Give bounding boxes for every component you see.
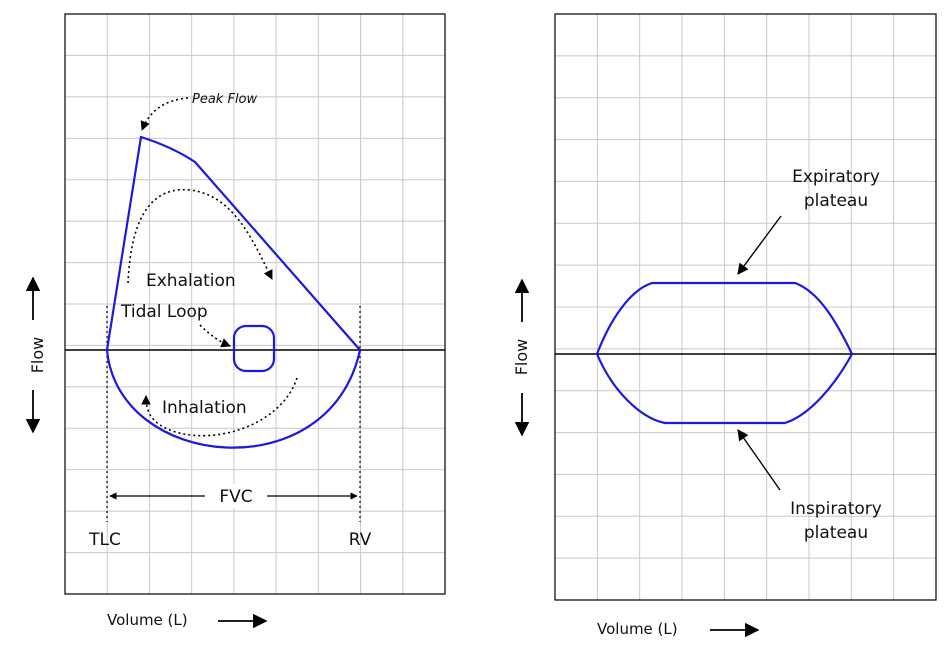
peak-flow-arrow [140,97,189,131]
inspiratory-label-line2: plateau [804,523,868,543]
expiratory-label-line1: Expiratory [792,167,880,187]
fvc-label-bg [205,484,267,508]
left-frame [64,13,446,595]
inspiratory-curve [105,349,362,449]
exhalation-label: Exhalation [146,271,236,291]
left-panel: Peak Flow Exhalation Tidal Loop Inhalati… [25,13,446,629]
expiratory-label-line2: plateau [804,191,868,211]
left-x-axis-label: Volume (L) [107,611,188,629]
inspiratory-arrow [737,429,781,491]
expiratory-plateau-curve [595,281,853,355]
expiratory-curve [105,135,361,351]
right-frame [554,13,937,601]
inhalation-label: Inhalation [162,398,247,418]
inspiratory-label-line1: Inspiratory [790,499,882,519]
tlc-label: TLC [88,530,121,550]
right-x-axis-label: Volume (L) [597,620,678,638]
peak-flow-label: Peak Flow [192,92,258,107]
tidal-loop-label: Tidal Loop [120,302,208,322]
right-panel: Expiratory plateau Inspiratory plateau V… [512,13,937,638]
left-y-axis-label: Flow [28,337,47,374]
rv-label: RV [349,530,372,550]
tidal-loop-arrow [199,324,231,348]
inhalation-arrow [141,377,298,437]
inspiratory-plateau-curve [595,353,853,425]
tidal-loop-curve [232,324,276,373]
right-y-axis-label: Flow [512,339,531,376]
expiratory-arrow [737,215,782,275]
fvc-label: FVC [219,487,252,507]
